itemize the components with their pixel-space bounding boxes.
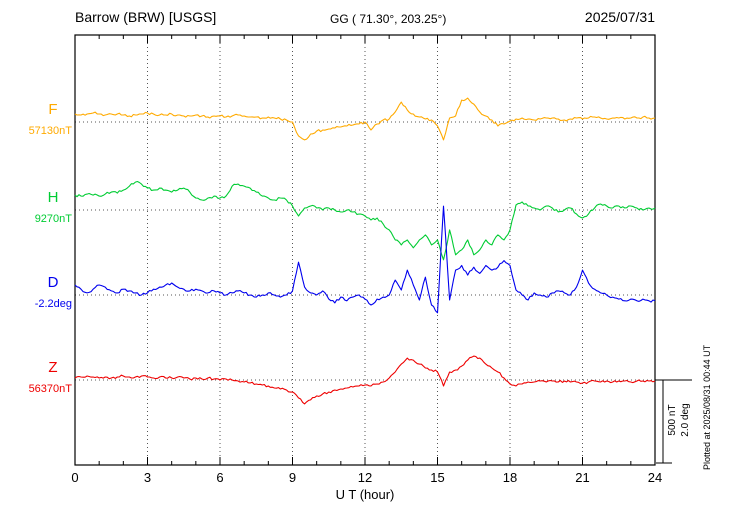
x-tick-label-0: 0 [71,470,79,485]
scale-bar-labels: 500 nT 2.0 deg [666,382,694,458]
scale-500nt-label: 500 nT [667,404,678,436]
x-tick-label-3: 3 [143,470,152,485]
scale-2deg-label: 2.0 deg [680,403,691,437]
station-title: Barrow (BRW) [USGS] [75,9,217,25]
x-tick-label-18: 18 [502,470,518,485]
trace-letter-H: H [47,189,59,206]
x-tick-label-15: 15 [430,470,445,485]
plot-date: 2025/07/31 [584,9,655,25]
trace-letter-D: D [47,274,59,291]
trace-letter-F: F [48,101,58,118]
geographic-coords: GG ( 71.30°, 203.25°) [330,12,447,26]
trace-baseline-value-F: 57130nT [28,125,72,137]
plotted-at-note: Plotted at 2025/08/31 00:44 UT [702,344,712,470]
x-tick-label-6: 6 [216,470,224,485]
x-tick-label-9: 9 [288,470,297,485]
x-tick-label-12: 12 [357,470,373,485]
x-axis-label: U T (hour) [335,487,395,502]
trace-letter-Z: Z [48,359,58,376]
trace-baseline-value-Z: 56370nT [28,383,72,395]
x-tick-label-24: 24 [647,470,663,485]
trace-baseline-value-H: 9270nT [34,213,72,225]
trace-baseline-value-D: -2.2deg [34,298,72,310]
x-tick-label-21: 21 [575,470,590,485]
